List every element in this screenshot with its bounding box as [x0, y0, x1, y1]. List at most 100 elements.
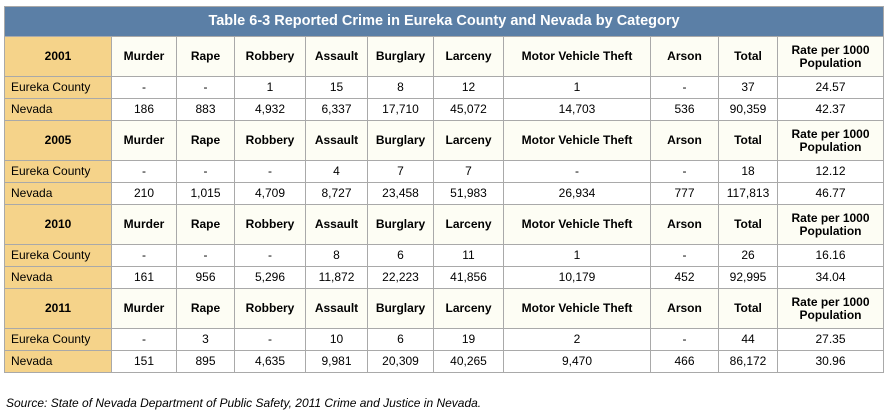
column-header: Murder [111, 120, 177, 161]
value-cell: - [234, 160, 306, 183]
place-cell: Eureka County [4, 76, 112, 99]
value-cell: 956 [176, 266, 235, 289]
value-cell: 14,703 [503, 98, 651, 121]
value-cell: 6 [367, 328, 434, 351]
value-cell: 11 [433, 244, 504, 267]
value-cell: - [650, 328, 719, 351]
table-row: Nevada 186 883 4,932 6,337 17,710 45,072 14,703… [4, 98, 885, 121]
value-cell: 34.04 [776, 266, 885, 289]
value-cell: - [650, 160, 719, 183]
place-cell: Nevada [4, 182, 112, 205]
column-header: Arson [650, 36, 719, 77]
value-cell: 9,470 [503, 350, 651, 373]
value-cell: - [176, 76, 235, 99]
value-cell: 1 [503, 76, 651, 99]
value-cell: 17,710 [367, 98, 434, 121]
value-cell: 161 [111, 266, 177, 289]
column-header: Motor Vehicle Theft [503, 36, 651, 77]
value-cell: 210 [111, 182, 177, 205]
column-header: Arson [650, 120, 719, 161]
place-cell: Eureka County [4, 328, 112, 351]
value-cell: - [503, 160, 651, 183]
value-cell: 26 [718, 244, 778, 267]
value-cell: 44 [718, 328, 778, 351]
column-header: Robbery [234, 36, 306, 77]
value-cell: 51,983 [433, 182, 504, 205]
column-header: Larceny [433, 288, 504, 329]
value-cell: 895 [176, 350, 235, 373]
value-cell: 45,072 [433, 98, 504, 121]
value-cell: 4,709 [234, 182, 306, 205]
value-cell: 1 [234, 76, 306, 99]
value-cell: 23,458 [367, 182, 434, 205]
value-cell: 186 [111, 98, 177, 121]
column-header: Rate per 1000 Population [776, 120, 885, 161]
table-title: Table 6-3 Reported Crime in Eureka Count… [3, 6, 885, 37]
place-cell: Nevada [4, 350, 112, 373]
value-cell: - [176, 244, 235, 267]
column-header: Rape [176, 288, 235, 329]
value-cell: 15 [305, 76, 368, 99]
value-cell: 777 [650, 182, 719, 205]
table-row: Eureka County - - -8 6 11 1-26 16.16 [4, 244, 885, 267]
column-header: Assault [305, 288, 368, 329]
column-header: Total [718, 288, 778, 329]
table-row: Nevada 210 1,015 4,709 8,727 23,458 51,983 26,9… [4, 182, 885, 205]
column-header: Assault [305, 204, 368, 245]
source-note: Source: State of Nevada Department of Pu… [6, 396, 482, 410]
column-header: Burglary [367, 36, 434, 77]
value-cell: - [234, 328, 306, 351]
column-header: Rape [176, 120, 235, 161]
place-cell: Nevada [4, 98, 112, 121]
table-row: Eureka County - - -4 7 7- -18 12.12 [4, 160, 885, 183]
value-cell: 12 [433, 76, 504, 99]
value-cell: 8,727 [305, 182, 368, 205]
value-cell: 3 [176, 328, 235, 351]
column-header: Motor Vehicle Theft [503, 288, 651, 329]
table-row: Eureka County -3-10 6 19 2-44 27.35 [4, 328, 885, 351]
table-body: Table 6-3 Reported Crime in Eureka Count… [3, 6, 885, 373]
column-header: Rape [176, 204, 235, 245]
value-cell: 8 [305, 244, 368, 267]
value-cell: 1 [503, 244, 651, 267]
value-cell: 5,296 [234, 266, 306, 289]
year-header-row: 2005 Murder Rape Robbery Assault Burglary Larc… [4, 120, 885, 161]
year-cell: 2005 [4, 120, 112, 161]
column-header: Robbery [234, 288, 306, 329]
column-header: Murder [111, 36, 177, 77]
value-cell: 4,932 [234, 98, 306, 121]
column-header: Rate per 1000 Population [776, 36, 885, 77]
value-cell: - [176, 160, 235, 183]
year-header-row: 2001 Murder Rape Robbery Assault Burglary Larc… [4, 36, 885, 77]
year-cell: 2001 [4, 36, 112, 77]
value-cell: - [650, 76, 719, 99]
value-cell: 151 [111, 350, 177, 373]
value-cell: 24.57 [776, 76, 885, 99]
column-header: Motor Vehicle Theft [503, 120, 651, 161]
value-cell: 90,359 [718, 98, 778, 121]
value-cell: 883 [176, 98, 235, 121]
year-cell: 2011 [4, 288, 112, 329]
value-cell: 42.37 [776, 98, 885, 121]
value-cell: 11,872 [305, 266, 368, 289]
value-cell: 30.96 [776, 350, 885, 373]
value-cell: 2 [503, 328, 651, 351]
column-header: Burglary [367, 120, 434, 161]
value-cell: 4 [305, 160, 368, 183]
value-cell: - [111, 244, 177, 267]
column-header: Larceny [433, 120, 504, 161]
value-cell: 37 [718, 76, 778, 99]
column-header: Assault [305, 120, 368, 161]
value-cell: 10,179 [503, 266, 651, 289]
value-cell: 12.12 [776, 160, 885, 183]
value-cell: - [234, 244, 306, 267]
place-cell: Eureka County [4, 244, 112, 267]
value-cell: 40,265 [433, 350, 504, 373]
place-cell: Nevada [4, 266, 112, 289]
value-cell: 10 [305, 328, 368, 351]
column-header: Total [718, 36, 778, 77]
value-cell: 6,337 [305, 98, 368, 121]
column-header: Arson [650, 288, 719, 329]
column-header: Murder [111, 204, 177, 245]
value-cell: 16.16 [776, 244, 885, 267]
